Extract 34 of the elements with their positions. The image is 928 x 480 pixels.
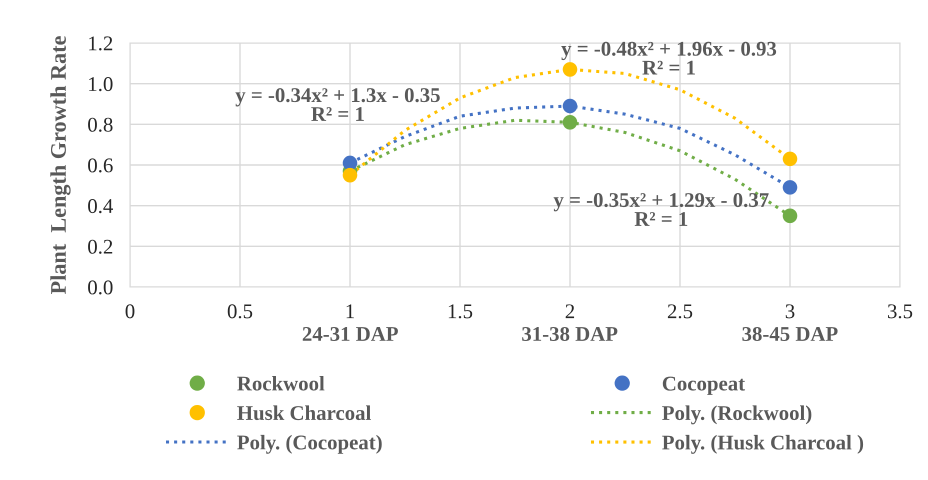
text: 38-45 DAP bbox=[742, 326, 838, 342]
legend-label: Poly. (Husk Charcoal ) bbox=[662, 434, 864, 454]
annotation: y = -0.48x² + 1.96x - 0.93 R² = 1 bbox=[561, 42, 776, 75]
y-tick-label: 0.6 bbox=[88, 158, 113, 173]
y-tick-label: 1.0 bbox=[89, 77, 113, 92]
point bbox=[562, 98, 578, 114]
x-tick-label: 3 bbox=[786, 304, 794, 318]
legend-label: Cocopeat bbox=[662, 376, 746, 395]
legend-label: Poly. (Rockwool) bbox=[662, 405, 812, 424]
y-tick-label: 0.0 bbox=[88, 280, 113, 295]
y-axis-title: Plant Length Growth Rate bbox=[50, 36, 71, 294]
point bbox=[562, 62, 578, 77]
annotation: y = -0.34x² + 1.3x - 0.35 R² = 1 bbox=[235, 88, 440, 121]
x-tick-label: 3.5 bbox=[888, 304, 912, 318]
y-tick-label: 0.4 bbox=[88, 199, 114, 214]
text: 31-38 DAP bbox=[522, 326, 618, 342]
x-tick-label: 2 bbox=[566, 304, 574, 318]
x-tick-label: 0.5 bbox=[228, 304, 252, 318]
text: 24-31 DAP bbox=[302, 327, 398, 342]
x-tick-label: 1 bbox=[346, 304, 354, 318]
x-tick-label: 2.5 bbox=[668, 304, 692, 318]
point bbox=[782, 152, 798, 166]
legend-label: Husk Charcoal bbox=[237, 405, 371, 420]
x-tick-label: 0 bbox=[126, 304, 134, 318]
legend-label: Rockwool bbox=[237, 376, 324, 391]
y-tick-label: 0.8 bbox=[88, 118, 113, 132]
x-tick-label: 1.5 bbox=[448, 304, 472, 318]
point bbox=[562, 115, 578, 130]
y-tick-label: 1.2 bbox=[89, 36, 112, 51]
annotation: y = -0.35x² + 1.29x - 0.37 R² = 1 bbox=[554, 193, 769, 226]
point bbox=[782, 180, 798, 195]
legend-label: Poly. (Cocopeat) bbox=[237, 434, 382, 454]
point bbox=[782, 208, 798, 224]
y-tick-label: 0.2 bbox=[88, 240, 112, 254]
